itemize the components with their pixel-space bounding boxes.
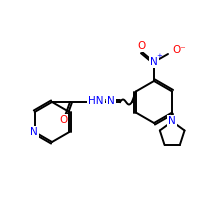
Text: O: O xyxy=(137,41,145,51)
Text: +: + xyxy=(156,53,162,59)
Text: N: N xyxy=(168,116,176,127)
Text: O: O xyxy=(59,115,67,125)
Text: N: N xyxy=(30,127,38,137)
Text: N: N xyxy=(150,57,158,67)
Text: N: N xyxy=(107,96,115,106)
Text: HN: HN xyxy=(88,96,104,106)
Text: O⁻: O⁻ xyxy=(172,45,186,55)
